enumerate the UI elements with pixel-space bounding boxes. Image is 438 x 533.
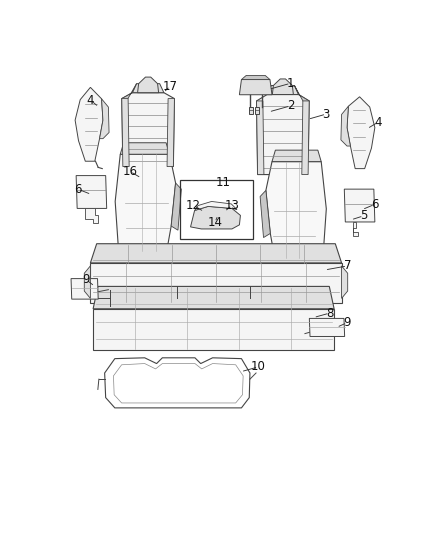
Text: 10: 10 bbox=[251, 360, 266, 373]
Polygon shape bbox=[241, 76, 270, 79]
Text: 14: 14 bbox=[208, 216, 223, 229]
Polygon shape bbox=[194, 201, 237, 211]
Text: 7: 7 bbox=[343, 260, 351, 272]
Text: 6: 6 bbox=[371, 198, 378, 211]
Polygon shape bbox=[255, 107, 259, 114]
Polygon shape bbox=[119, 251, 167, 257]
Text: 4: 4 bbox=[374, 116, 381, 129]
Polygon shape bbox=[75, 87, 103, 161]
Polygon shape bbox=[260, 190, 270, 238]
Polygon shape bbox=[266, 161, 326, 258]
Polygon shape bbox=[249, 107, 253, 114]
Polygon shape bbox=[76, 175, 107, 208]
Text: 4: 4 bbox=[87, 94, 94, 107]
Polygon shape bbox=[272, 150, 321, 161]
Polygon shape bbox=[90, 244, 342, 263]
Polygon shape bbox=[90, 263, 342, 303]
Polygon shape bbox=[84, 266, 90, 298]
Polygon shape bbox=[122, 93, 174, 166]
Polygon shape bbox=[302, 101, 309, 175]
Polygon shape bbox=[167, 99, 174, 166]
Polygon shape bbox=[347, 97, 375, 168]
Polygon shape bbox=[272, 79, 293, 94]
Text: 16: 16 bbox=[123, 165, 138, 178]
Polygon shape bbox=[115, 154, 176, 251]
Polygon shape bbox=[341, 106, 350, 146]
Polygon shape bbox=[93, 286, 334, 309]
Polygon shape bbox=[275, 258, 323, 264]
Text: 1: 1 bbox=[287, 77, 294, 90]
Polygon shape bbox=[344, 189, 375, 222]
Polygon shape bbox=[309, 318, 345, 336]
Text: 5: 5 bbox=[360, 209, 367, 222]
Text: 9: 9 bbox=[343, 316, 351, 329]
Polygon shape bbox=[85, 208, 98, 223]
Polygon shape bbox=[353, 222, 358, 236]
Polygon shape bbox=[99, 99, 109, 139]
Text: 2: 2 bbox=[287, 99, 294, 112]
Polygon shape bbox=[93, 309, 334, 350]
Polygon shape bbox=[257, 94, 309, 175]
Polygon shape bbox=[120, 143, 170, 154]
Polygon shape bbox=[171, 183, 181, 230]
Text: 17: 17 bbox=[162, 79, 178, 93]
Polygon shape bbox=[267, 85, 299, 94]
Polygon shape bbox=[240, 79, 272, 95]
Text: 13: 13 bbox=[225, 199, 240, 212]
Polygon shape bbox=[122, 84, 137, 104]
Bar bbox=[180, 180, 253, 239]
Polygon shape bbox=[71, 279, 98, 299]
Polygon shape bbox=[132, 84, 164, 93]
Polygon shape bbox=[294, 85, 309, 107]
Polygon shape bbox=[257, 101, 264, 175]
Text: 9: 9 bbox=[82, 273, 90, 286]
Text: 12: 12 bbox=[186, 199, 201, 212]
Polygon shape bbox=[138, 77, 159, 93]
Text: 3: 3 bbox=[323, 108, 330, 120]
Polygon shape bbox=[342, 266, 348, 298]
Text: 6: 6 bbox=[74, 183, 81, 196]
Text: 8: 8 bbox=[326, 306, 333, 320]
Text: 11: 11 bbox=[216, 176, 231, 189]
Polygon shape bbox=[122, 99, 129, 166]
Polygon shape bbox=[191, 206, 240, 229]
